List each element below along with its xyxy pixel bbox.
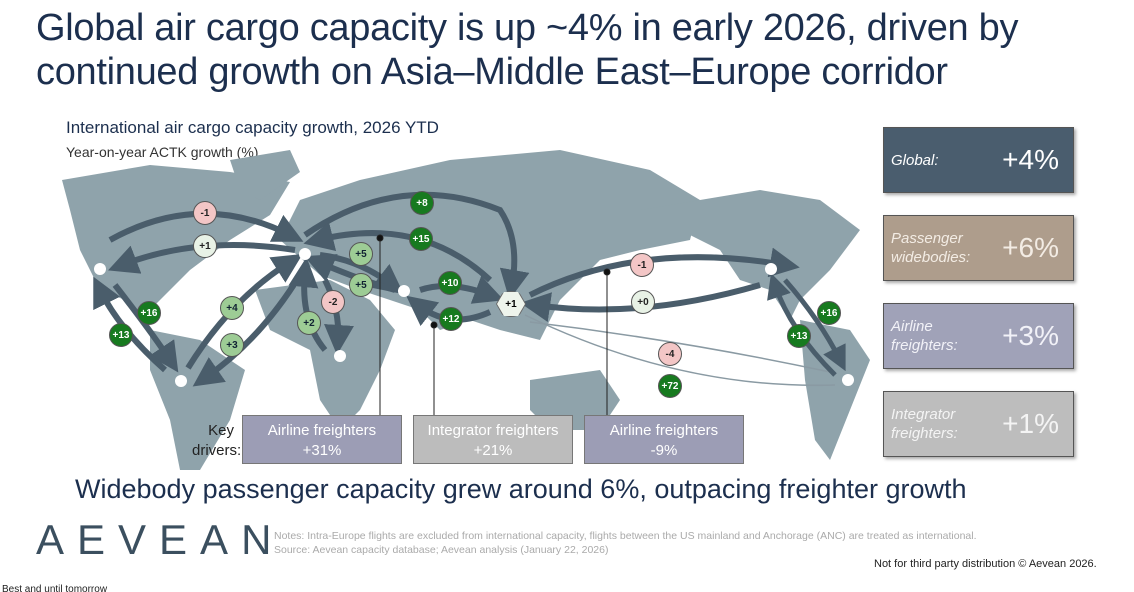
takeaway: Widebody passenger capacity grew around … [75,474,967,504]
summary-label: Global: [891,151,939,169]
hub-nodes [94,248,854,387]
africa [255,280,395,430]
key-driver-box: Airline freighters -9% [584,415,744,464]
summary-value: +4% [1002,144,1059,175]
summary-global: Global: +4% [883,127,1074,193]
flow-badge: -1 [630,253,654,277]
summary-label: Airline freighters: [891,318,958,354]
greenland [230,150,300,200]
summary-integrator-freighters: Integrator freighters: +1% [883,391,1074,457]
flow-badge: -1 [193,201,217,225]
summary-passenger-widebodies: Passenger widebodies: +6% [883,215,1074,281]
flow-badge: +15 [409,227,433,251]
key-driver-box: Airline freighters +31% [242,415,402,464]
flow-badge: +12 [439,307,463,331]
key-driver-value: +21% [473,442,513,459]
intra-asia-hex-badge: +1 [496,291,526,317]
south-america-right [800,320,870,460]
flow-badge: +5 [349,242,373,266]
slide-title: Global air cargo capacity is up ~4% in e… [36,7,1019,93]
summary-value: +6% [1002,232,1059,263]
flow-badge: +10 [438,271,462,295]
key-drivers-label: Key drivers: [192,422,242,459]
chart-title: International air cargo capacity growth,… [66,118,439,137]
summary-label: Passenger widebodies: [891,230,971,266]
north-america-right [640,190,860,320]
key-driver-name: Airline freighters [609,422,719,439]
driver-leader-lines [376,234,611,415]
source-text: Source: Aevean capacity database; Aevean… [274,544,609,556]
summary-value: +3% [1002,320,1059,351]
aevean-logo: AEVEAN [36,516,285,563]
flow-badge: +1 [193,234,217,258]
cutoff-text: Best and until tomorrow [2,584,108,592]
flow-badge: +0 [631,290,655,314]
key-driver-value: -9% [650,442,678,459]
flow-badge: +2 [297,311,321,335]
flow-badge: +3 [220,333,244,357]
flow-badge: +13 [787,324,811,348]
footnotes: Notes: Intra-Europe flights are excluded… [274,529,977,557]
notes-text: Notes: Intra-Europe flights are excluded… [274,530,977,542]
key-driver-value: +31% [302,442,342,459]
flow-badge: +16 [817,301,841,325]
flow-badge: +13 [109,323,133,347]
thin-arrows [524,314,836,387]
chart-subtitle: Year-on-year ACTK growth (%) [66,144,259,160]
flow-badge: +4 [220,296,244,320]
flow-badge-value: +1 [497,292,525,316]
key-driver-box: Integrator freighters +21% [413,415,573,464]
key-driver-name: Integrator freighters [427,422,559,439]
summary-airline-freighters: Airline freighters: +3% [883,303,1074,369]
summary-label: Integrator freighters: [891,406,958,442]
distribution-notice: Not for third party distribution © Aevea… [874,558,1097,570]
key-driver-name: Airline freighters [267,422,377,439]
flow-badge: +16 [137,301,161,325]
flow-badge: -4 [658,342,682,366]
flow-badge: +8 [410,191,434,215]
flow-badge: +5 [349,273,373,297]
flow-badge: +72 [658,374,682,398]
flow-badge: -2 [321,290,345,314]
summary-value: +1% [1002,408,1059,439]
